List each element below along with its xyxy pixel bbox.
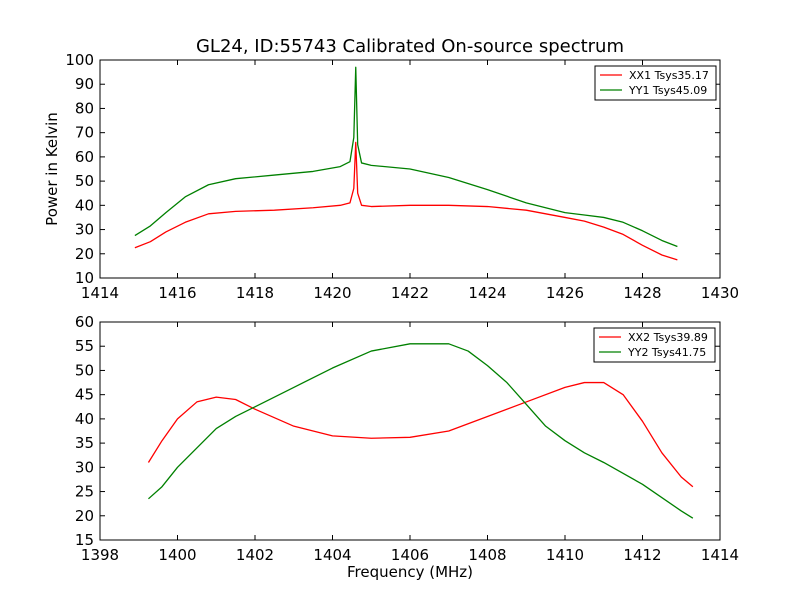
y-tick-label: 90 [75, 75, 94, 93]
bottom-panel: 1398 1400 1402 1404 1406 1408 1410 1412 1414 15 20… [75, 313, 739, 581]
y-tick-label: 20 [75, 245, 94, 263]
series-line-1-1 [134, 141, 678, 261]
x-tick-label: 1414 [81, 284, 119, 302]
top-panel: 1414 1416 1418 1420 1422 1424 1426 1428 1430 10 20… [43, 51, 739, 302]
y-axis-label: Power in Kelvin [43, 112, 61, 226]
y-tick-label: 70 [75, 124, 94, 142]
series-line-1-2 [134, 66, 678, 248]
x-tick-label: 1408 [468, 546, 506, 564]
legend-entry: YY2 Tsys41.75 [627, 346, 706, 359]
x-tick-label: 1416 [158, 284, 196, 302]
legend: XX2 Tsys39.89 YY2 Tsys41.75 [593, 327, 716, 363]
x-tick-label: 1414 [701, 546, 739, 564]
y-tick-label: 40 [75, 410, 94, 428]
figure-title: GL24, ID:55743 Calibrated On-source spec… [196, 36, 624, 57]
legend-entry: XX2 Tsys39.89 [628, 331, 708, 344]
series-line-2-2 [148, 343, 694, 519]
y-tick-label: 60 [75, 148, 94, 166]
y-tick-label: 25 [75, 483, 94, 501]
series-line-2-1 [147, 381, 694, 488]
x-tick-label: 1412 [623, 546, 661, 564]
y-tick-label: 30 [75, 221, 94, 239]
x-tick-label: 1420 [313, 284, 351, 302]
x-tick-label: 1400 [158, 546, 196, 564]
y-tick-label: 45 [75, 386, 94, 404]
x-tick-label: 1422 [391, 284, 429, 302]
legend-box [594, 65, 717, 101]
x-tick-label: 1404 [313, 546, 351, 564]
y-tick-label: 50 [75, 361, 94, 379]
x-tick-label: 1424 [468, 284, 506, 302]
legend-box [593, 327, 716, 363]
y-tick-label: 10 [75, 269, 94, 287]
x-tick-label: 1426 [546, 284, 584, 302]
y-tick-label: 20 [75, 507, 94, 525]
x-tick-label: 1406 [391, 546, 429, 564]
y-tick-label: 40 [75, 196, 94, 214]
y-tick-label: 15 [75, 531, 94, 549]
y-tick-label: 55 [75, 337, 94, 355]
x-tick-label: 1410 [546, 546, 584, 564]
y-tick-label: 60 [75, 313, 94, 331]
y-tick-label: 50 [75, 172, 94, 190]
x-axis-label: Frequency (MHz) [347, 563, 473, 581]
x-tick-label: 1418 [236, 284, 274, 302]
legend-entry: XX1 Tsys35.17 [629, 69, 709, 82]
legend: XX1 Tsys35.17 YY1 Tsys45.09 [594, 65, 717, 101]
y-tick-label: 35 [75, 434, 94, 452]
x-tick-label: 1398 [81, 546, 119, 564]
y-tick-label: 80 [75, 99, 94, 117]
x-tick-label: 1428 [623, 284, 661, 302]
x-tick-label: 1402 [236, 546, 274, 564]
legend-entry: YY1 Tsys45.09 [628, 84, 707, 97]
x-tick-label: 1430 [701, 284, 739, 302]
y-tick-label: 100 [65, 51, 94, 69]
y-tick-label: 30 [75, 458, 94, 476]
